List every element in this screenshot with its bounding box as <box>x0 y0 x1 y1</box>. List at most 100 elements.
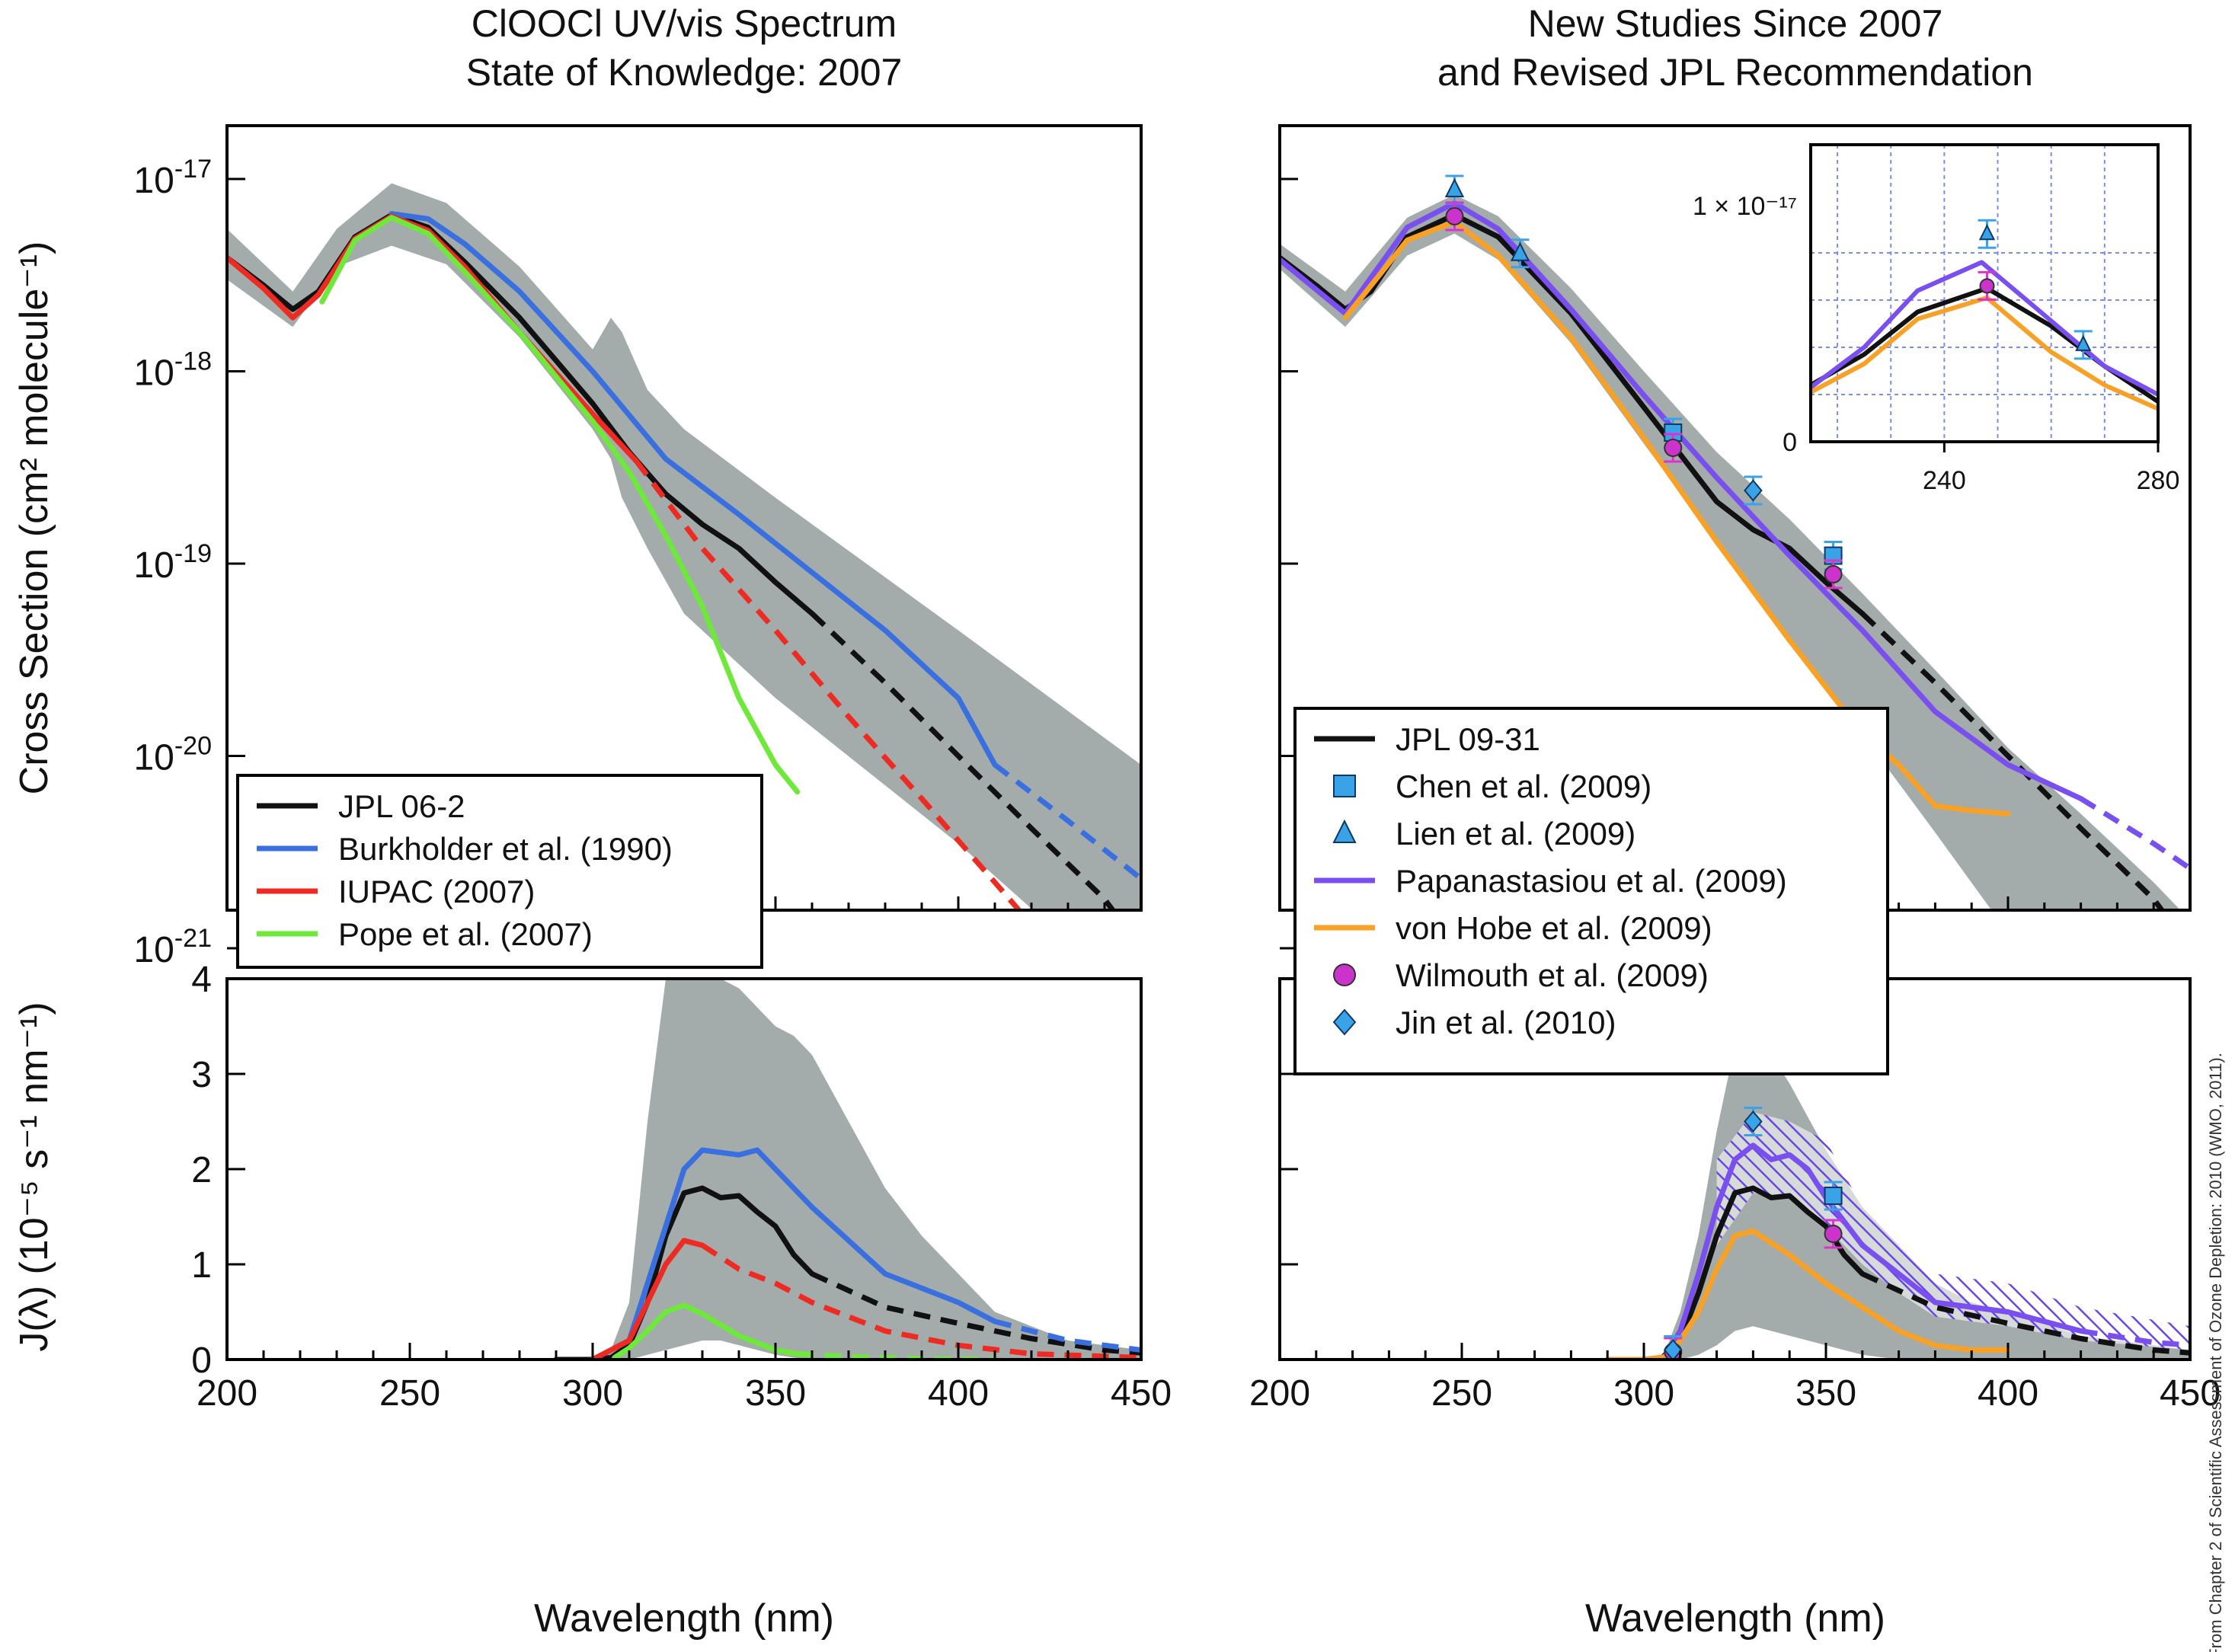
x-tick-label: 350 <box>1795 1373 1856 1414</box>
inset-y-zero-label: 0 <box>1783 428 1797 457</box>
data-point-lien-et-al-2009 <box>1510 241 1530 261</box>
series-line-pope-et-al-2007 <box>319 215 801 795</box>
series-line-burkholder-et-al-1990 <box>388 211 998 768</box>
uncertainty-band <box>1280 194 2181 910</box>
y-tick-label: 10-19 <box>133 539 212 586</box>
legend-marker-chen-et-al-2009 <box>1333 775 1356 797</box>
x-tick-label: 450 <box>1111 1373 1172 1414</box>
legend-left: JPL 06-2 Burkholder et al. (1990) IUPAC (2… <box>236 774 763 969</box>
y-tick-label: 2 <box>191 1150 212 1190</box>
legend-label-pope-et-al-2007: Pope et al. (2007) <box>338 916 593 952</box>
y-tick-base: 10 <box>133 738 174 778</box>
y-tick-label: 10-17 <box>133 155 212 201</box>
y-tick-label: 1 <box>191 1245 212 1286</box>
legend-label-wilmouth-et-al-2009: Wilmouth et al. (2009) <box>1396 957 1709 993</box>
series-extension-iupac-2007 <box>701 1243 1141 1360</box>
uncertainty-band <box>1665 1036 2190 1360</box>
plot-area <box>553 979 1141 1360</box>
series-extension-jpl-06-2 <box>811 1271 1141 1356</box>
x-tick-label: 250 <box>379 1373 440 1414</box>
credit-text: From Chapter 2 of Scientific Assessment … <box>2206 1053 2225 1652</box>
legend-marker-lien-et-al-2009 <box>1332 819 1357 843</box>
legend-label-burkholder-et-al-1990: Burkholder et al. (1990) <box>338 831 673 867</box>
panel-inset: 240 280 1 × 10⁻¹⁷ 0 <box>1693 143 2180 495</box>
series-extension-jpl-09-31 <box>1861 1271 2190 1356</box>
series-extension-papanastasiou-et-al-2009 <box>2079 796 2190 871</box>
series-line-papanastasiou-et-al-2009 <box>1280 200 2084 801</box>
y-tick-label: 4 <box>191 960 212 1000</box>
x-tick-label: 300 <box>562 1373 623 1414</box>
x-tick-label: 200 <box>1249 1373 1310 1414</box>
y-tick-label: 10-20 <box>133 732 212 778</box>
legend-label-von-hobe-et-al-2009: von Hobe et al. (2009) <box>1396 910 1712 946</box>
left-title-line2: State of Knowledge: 2007 <box>466 51 903 94</box>
plot-area <box>227 183 1141 910</box>
legend-box <box>1293 707 1889 1075</box>
x-tick-label: 400 <box>928 1373 989 1414</box>
legend-label-jpl-09-31: JPL 09-31 <box>1396 721 1540 757</box>
legend-label-chen-et-al-2009: Chen et al. (2009) <box>1396 768 1651 804</box>
x-tick-label: 450 <box>2160 1373 2221 1414</box>
plot-area <box>1811 145 2158 442</box>
inset-background <box>1811 145 2158 442</box>
y-tick-exponent: -20 <box>174 732 212 761</box>
series-line-pope-et-al-2007 <box>612 1302 801 1360</box>
data-point-wilmouth-et-al-2009 <box>1979 278 1995 294</box>
left-title-line1: ClOOCl UV/vis Spectrum <box>472 2 897 45</box>
panel-bottom-left: 200 250 300 350 400 450 0 1 2 3 4 <box>191 960 1172 1414</box>
right-title-line1: New Studies Since 2007 <box>1528 2 1943 45</box>
y-tick-label: 10-21 <box>133 924 212 970</box>
x-axis-label-right: Wavelength (nm) <box>1585 1596 1885 1641</box>
data-point-wilmouth-et-al-2009 <box>1445 206 1464 225</box>
plot-area <box>1280 174 2190 910</box>
y-tick-label: 3 <box>191 1055 212 1095</box>
series-extension-jpl-09-31 <box>1860 612 2166 910</box>
legend-right: JPL 09-31 Chen et al. (2009) Lien et al. (… <box>1293 707 1889 1075</box>
legend-label-jpl-06-2: JPL 06-2 <box>338 788 465 824</box>
x-tick-label: 400 <box>1978 1373 2038 1414</box>
y-axis-label-top: Cross Section (cm² molecule⁻¹) <box>12 241 56 795</box>
y-tick-exponent: -18 <box>174 347 212 376</box>
uncertainty-band <box>593 979 1141 1360</box>
y-tick-label: 10-18 <box>133 347 212 394</box>
x-tick-label: 350 <box>745 1373 806 1414</box>
data-point-wilmouth-et-al-2009 <box>1824 565 1843 584</box>
y-tick-base: 10 <box>133 353 174 394</box>
x-tick-label: 300 <box>1613 1373 1674 1414</box>
series-extension-jpl-06-2 <box>810 612 1117 910</box>
series-extension-iupac-2007 <box>634 459 1023 910</box>
legend-box <box>236 774 763 969</box>
legend-label-iupac-2007: IUPAC (2007) <box>338 874 535 909</box>
inset-y-top-label: 1 × 10⁻¹⁷ <box>1693 192 1797 221</box>
data-point-wilmouth-et-al-2009 <box>1664 438 1683 457</box>
x-tick-label: 250 <box>1431 1373 1492 1414</box>
data-point-lien-et-al-2009 <box>1978 223 1996 241</box>
data-point-chen-et-al-2009 <box>1824 1187 1843 1205</box>
legend-label-jin-et-al-2010: Jin et al. (2010) <box>1396 1005 1616 1040</box>
series-extension-burkholder-et-al-1990 <box>994 1318 1141 1353</box>
series-line-jpl-06-2 <box>227 212 815 617</box>
series-line-burkholder-et-al-1990 <box>590 1147 998 1360</box>
data-point-wilmouth-et-al-2009 <box>1824 1225 1843 1243</box>
legend-label-papanastasiou-et-al-2009: Papanastasiou et al. (2009) <box>1396 863 1787 899</box>
series-extension-burkholder-et-al-1990 <box>993 762 1141 881</box>
legend-marker-wilmouth-et-al-2009 <box>1333 963 1356 986</box>
right-title-line2: and Revised JPL Recommendation <box>1437 51 2033 94</box>
data-point-jin-et-al-2010 <box>1744 1110 1763 1133</box>
uncertainty-band <box>227 183 1141 910</box>
legend-label-lien-et-al-2009: Lien et al. (2009) <box>1396 816 1635 852</box>
y-tick-base: 10 <box>133 161 174 201</box>
data-point-jin-et-al-2010 <box>1744 479 1763 502</box>
plot-area <box>1604 1036 2190 1360</box>
data-point-lien-et-al-2009 <box>1444 177 1465 198</box>
panel-frame <box>1809 143 2160 443</box>
x-axis-label-left: Wavelength (nm) <box>534 1596 834 1641</box>
y-axis-label-bottom: J(λ) (10⁻⁵ s⁻¹ nm⁻¹) <box>12 1002 56 1351</box>
data-point-lien-et-al-2009 <box>2075 334 2092 351</box>
legend-marker-jin-et-al-2010 <box>1332 1008 1357 1036</box>
inset-x-tick-label: 280 <box>2137 466 2180 495</box>
series-line-papanastasiou-et-al-2009 <box>1663 1142 2084 1358</box>
inset-x-tick-label: 240 <box>1923 466 1966 495</box>
hatched-uncertainty-band <box>1716 1112 2190 1350</box>
